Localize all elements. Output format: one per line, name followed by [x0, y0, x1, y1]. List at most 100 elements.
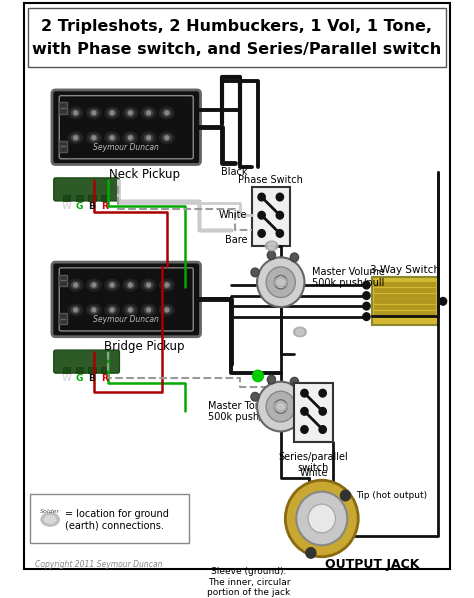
FancyBboxPatch shape — [30, 493, 189, 544]
Ellipse shape — [296, 329, 303, 335]
Ellipse shape — [145, 135, 153, 141]
FancyBboxPatch shape — [54, 178, 119, 201]
Ellipse shape — [90, 109, 98, 116]
Bar — [294, 383, 333, 442]
Circle shape — [147, 111, 150, 115]
Text: Series/parallel
switch: Series/parallel switch — [279, 451, 348, 473]
Ellipse shape — [163, 135, 171, 141]
Ellipse shape — [87, 132, 101, 144]
Text: 2 Tripleshots, 2 Humbuckers, 1 Vol, 1 Tone,: 2 Tripleshots, 2 Humbuckers, 1 Vol, 1 To… — [42, 19, 432, 34]
Ellipse shape — [141, 107, 156, 118]
Text: White: White — [299, 468, 328, 478]
Circle shape — [74, 308, 77, 312]
Ellipse shape — [141, 304, 156, 316]
Text: 3-Way Switch: 3-Way Switch — [370, 265, 440, 274]
Ellipse shape — [87, 304, 101, 316]
Circle shape — [363, 292, 370, 300]
Ellipse shape — [126, 135, 135, 141]
Text: Black: Black — [220, 167, 247, 177]
Circle shape — [74, 283, 77, 287]
Circle shape — [92, 283, 96, 287]
Circle shape — [110, 308, 114, 312]
Ellipse shape — [108, 307, 116, 313]
Text: Neck Pickup: Neck Pickup — [109, 167, 180, 181]
Bar — [63, 367, 70, 373]
Ellipse shape — [72, 135, 80, 141]
Circle shape — [267, 376, 275, 384]
Circle shape — [301, 426, 308, 434]
Circle shape — [165, 283, 169, 287]
Ellipse shape — [123, 279, 137, 291]
Circle shape — [92, 136, 96, 140]
Ellipse shape — [90, 135, 98, 141]
Circle shape — [253, 370, 264, 382]
Text: with Phase switch, and Series/Parallel switch: with Phase switch, and Series/Parallel s… — [32, 42, 442, 57]
Circle shape — [165, 136, 169, 140]
Ellipse shape — [270, 398, 292, 415]
Circle shape — [319, 407, 326, 415]
Ellipse shape — [126, 109, 135, 116]
Ellipse shape — [72, 282, 80, 288]
Circle shape — [276, 230, 283, 237]
Circle shape — [306, 548, 316, 558]
Circle shape — [74, 111, 77, 115]
Circle shape — [301, 407, 308, 415]
Text: White: White — [219, 210, 247, 220]
Circle shape — [285, 480, 358, 557]
Ellipse shape — [270, 274, 292, 291]
Ellipse shape — [265, 241, 278, 251]
Text: G: G — [76, 374, 83, 383]
Circle shape — [258, 212, 265, 219]
Circle shape — [251, 268, 259, 277]
Ellipse shape — [160, 132, 174, 144]
Circle shape — [257, 257, 304, 307]
Bar — [89, 367, 96, 373]
Circle shape — [92, 308, 96, 312]
Ellipse shape — [268, 243, 275, 249]
Circle shape — [363, 302, 370, 310]
Circle shape — [258, 230, 265, 237]
Text: Master Volume
500k push/pull: Master Volume 500k push/pull — [312, 267, 384, 288]
Ellipse shape — [277, 279, 284, 285]
Text: B: B — [89, 374, 95, 383]
Circle shape — [276, 212, 283, 219]
Ellipse shape — [68, 107, 83, 118]
Circle shape — [291, 253, 299, 262]
Ellipse shape — [123, 304, 137, 316]
Circle shape — [128, 136, 132, 140]
Ellipse shape — [263, 267, 299, 297]
Bar — [101, 195, 109, 201]
Ellipse shape — [141, 279, 156, 291]
Ellipse shape — [160, 304, 174, 316]
Ellipse shape — [90, 307, 98, 313]
Text: Black: Black — [264, 402, 290, 413]
FancyBboxPatch shape — [52, 262, 201, 337]
Circle shape — [257, 382, 304, 431]
Circle shape — [128, 283, 132, 287]
Ellipse shape — [277, 404, 284, 410]
Bar — [28, 8, 446, 67]
Ellipse shape — [41, 512, 59, 526]
Ellipse shape — [72, 307, 80, 313]
Ellipse shape — [108, 109, 116, 116]
Text: Seymour Duncan: Seymour Duncan — [93, 315, 159, 324]
Circle shape — [251, 392, 259, 401]
Ellipse shape — [105, 279, 119, 291]
Circle shape — [110, 136, 114, 140]
Circle shape — [439, 297, 447, 305]
Ellipse shape — [160, 107, 174, 118]
Circle shape — [276, 193, 283, 201]
Ellipse shape — [45, 515, 55, 523]
Text: Bridge Pickup: Bridge Pickup — [104, 340, 185, 353]
Circle shape — [274, 400, 287, 413]
Text: B: B — [89, 202, 95, 211]
Ellipse shape — [145, 307, 153, 313]
Circle shape — [266, 391, 295, 422]
Bar — [372, 277, 438, 325]
Ellipse shape — [163, 282, 171, 288]
Ellipse shape — [274, 277, 287, 287]
Circle shape — [165, 111, 169, 115]
Circle shape — [128, 308, 132, 312]
FancyBboxPatch shape — [54, 350, 119, 373]
Text: Tip (hot output): Tip (hot output) — [356, 491, 428, 500]
